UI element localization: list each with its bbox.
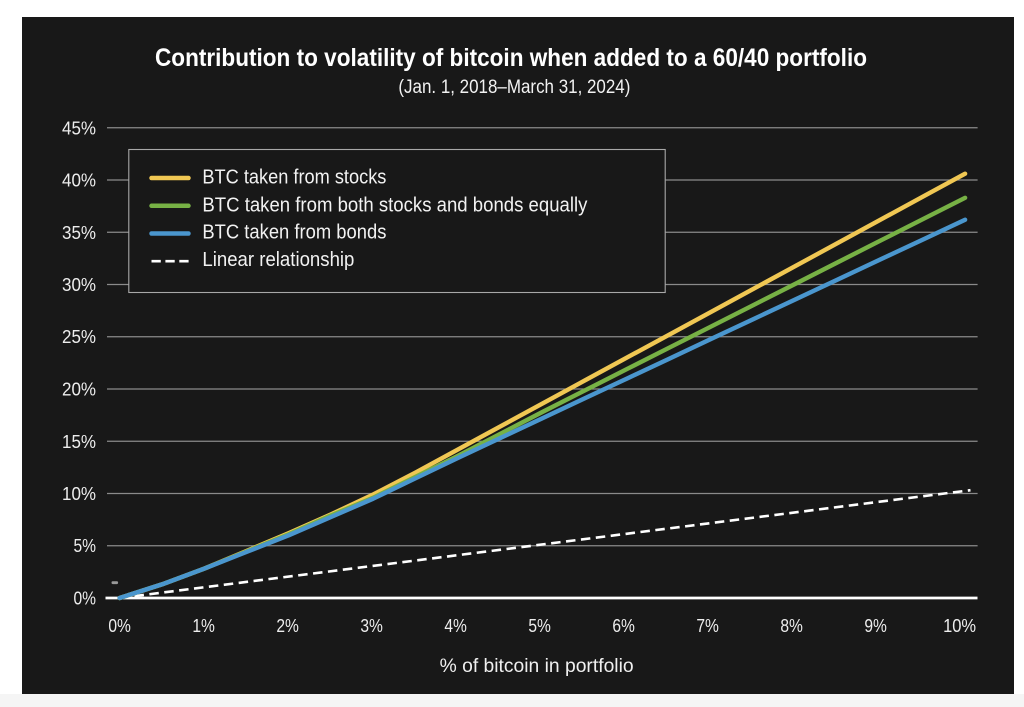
svg-text:0%: 0% xyxy=(108,616,131,636)
svg-text:25%: 25% xyxy=(62,327,96,347)
svg-text:45%: 45% xyxy=(62,118,96,138)
svg-text:4%: 4% xyxy=(444,616,467,636)
svg-text:8%: 8% xyxy=(780,616,803,636)
svg-text:2%: 2% xyxy=(276,616,299,636)
svg-text:30%: 30% xyxy=(62,275,96,295)
svg-text:35%: 35% xyxy=(62,223,96,243)
svg-text:(Jan. 1, 2018–March 31, 2024): (Jan. 1, 2018–March 31, 2024) xyxy=(398,77,630,98)
svg-text:5%: 5% xyxy=(74,536,97,556)
svg-text:Linear relationship: Linear relationship xyxy=(202,248,354,271)
svg-text:BTC taken from stocks: BTC taken from stocks xyxy=(202,166,386,189)
svg-text:10%: 10% xyxy=(943,616,976,636)
svg-text:% of bitcoin in portfolio: % of bitcoin in portfolio xyxy=(440,655,634,677)
svg-text:Contribution to volatility of: Contribution to volatility of bitcoin wh… xyxy=(155,44,867,72)
svg-text:BTC taken from both stocks and: BTC taken from both stocks and bonds equ… xyxy=(202,193,588,216)
svg-text:20%: 20% xyxy=(62,380,96,400)
svg-text:5%: 5% xyxy=(528,616,551,636)
svg-text:6%: 6% xyxy=(612,616,635,636)
svg-text:40%: 40% xyxy=(62,171,96,191)
svg-text:0%: 0% xyxy=(74,589,97,609)
svg-text:BTC taken from bonds: BTC taken from bonds xyxy=(202,221,386,244)
svg-text:7%: 7% xyxy=(696,616,719,636)
svg-text:3%: 3% xyxy=(360,616,383,636)
svg-text:15%: 15% xyxy=(62,432,96,452)
svg-text:10%: 10% xyxy=(62,484,96,504)
svg-text:1%: 1% xyxy=(192,616,215,636)
svg-text:9%: 9% xyxy=(864,616,887,636)
